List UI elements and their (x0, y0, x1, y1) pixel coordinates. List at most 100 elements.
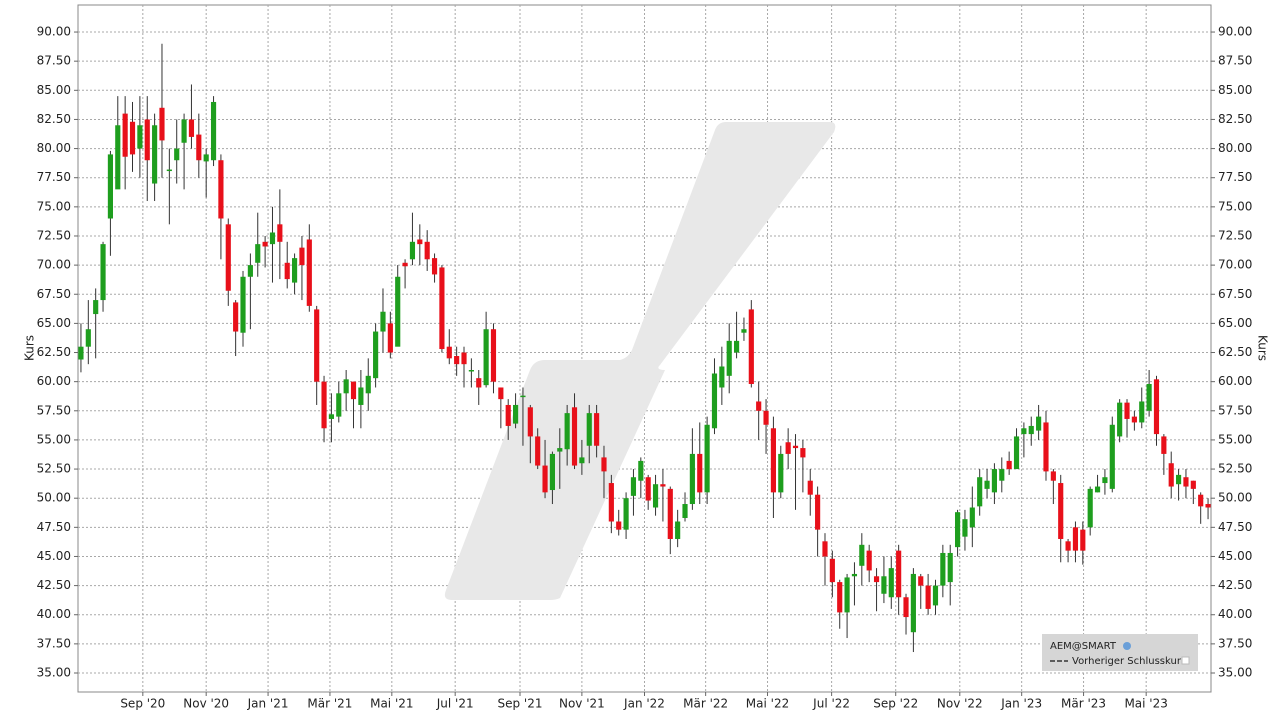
legend-checkbox[interactable] (1181, 656, 1190, 665)
candle-body (1065, 541, 1071, 551)
x-tick-label: Nov '21 (559, 697, 605, 711)
candle-body (977, 477, 983, 507)
y2-tick-label: 40.00 (1218, 607, 1252, 621)
candle-body (579, 457, 585, 464)
candle-body (984, 480, 990, 489)
candle-body (520, 395, 526, 398)
candle-body (660, 484, 666, 487)
candle-body (233, 302, 239, 332)
y-tick-label: 90.00 (37, 25, 71, 39)
candle-body (1028, 425, 1034, 435)
candle-body (741, 329, 747, 333)
candle-body (343, 379, 349, 394)
y2-tick-label: 42.50 (1218, 578, 1252, 592)
candle-body (756, 401, 762, 411)
candle-body (240, 276, 246, 333)
candle-body (306, 239, 312, 306)
candle-body (1146, 383, 1152, 411)
x-tick-label: Mär '23 (1061, 697, 1106, 711)
candle-body (1139, 401, 1145, 423)
candle-body (468, 370, 474, 372)
candle-body (446, 346, 452, 359)
candle-body (513, 404, 519, 424)
x-tick-label: Jan '21 (247, 697, 289, 711)
y2-axis-label: Kurs (1256, 335, 1270, 361)
candle-body (1080, 529, 1086, 551)
candle-body (1161, 436, 1167, 454)
candle-body (955, 512, 961, 548)
candle-body (873, 576, 880, 583)
candle-body (1124, 402, 1130, 419)
y-tick-label: 60.00 (37, 374, 71, 388)
candle-body (542, 465, 548, 493)
x-tick-label: Jul '21 (436, 697, 474, 711)
candle-body (152, 125, 158, 184)
candle-body (601, 457, 607, 472)
y2-tick-label: 62.50 (1218, 345, 1252, 359)
candle-body (1050, 471, 1056, 481)
y-tick-label: 37.50 (37, 636, 71, 650)
candle-body (225, 224, 231, 291)
candle-body (962, 519, 968, 537)
candle-body (196, 134, 202, 161)
candle-body (689, 453, 695, 505)
candle-body (387, 323, 393, 353)
y-tick-label: 40.00 (37, 607, 71, 621)
candle-body (1006, 460, 1012, 470)
candle-body (1043, 422, 1049, 472)
candle-body (1094, 486, 1101, 493)
y2-tick-label: 70.00 (1218, 258, 1252, 272)
candle-body (837, 582, 843, 613)
y2-tick-label: 47.50 (1218, 520, 1252, 534)
candle-body (1021, 428, 1027, 435)
candle-body (431, 258, 438, 275)
y-tick-label: 85.00 (37, 83, 71, 97)
y-tick-label: 50.00 (37, 491, 71, 505)
candle-body (350, 381, 357, 400)
candle-body (1153, 379, 1160, 435)
candle-body (1036, 416, 1042, 431)
candle-body (616, 521, 622, 530)
candle-body (844, 577, 850, 613)
x-tick-label: Sep '21 (498, 697, 543, 711)
candle-body (122, 113, 128, 157)
candle-body (748, 309, 754, 384)
y-tick-label: 87.50 (37, 54, 71, 68)
x-tick-label: Mär '22 (683, 697, 728, 711)
candle-body (144, 119, 150, 161)
y2-tick-label: 75.00 (1218, 199, 1252, 213)
candle-body (255, 244, 261, 263)
candle-body (328, 414, 334, 419)
candle-body (505, 404, 511, 426)
candle-body (586, 413, 592, 446)
candle-body (630, 477, 637, 496)
y-tick-label: 70.00 (37, 258, 71, 272)
y-tick-label: 62.50 (37, 345, 71, 359)
candle-body (1183, 477, 1189, 487)
candle-body (100, 244, 106, 301)
y2-tick-label: 90.00 (1218, 25, 1252, 39)
candle-body (947, 552, 953, 583)
y-tick-label: 55.00 (37, 432, 71, 446)
candle-body (85, 329, 91, 347)
candle-body (137, 125, 143, 149)
candle-body (490, 329, 497, 382)
candle-body (402, 262, 408, 267)
candle-body (711, 373, 718, 429)
x-tick-label: Jan '22 (623, 697, 665, 711)
x-tick-label: Nov '22 (937, 697, 983, 711)
candle-body (969, 507, 975, 528)
y2-tick-label: 45.00 (1218, 549, 1252, 563)
candle-body (527, 407, 533, 437)
candle-body (557, 448, 563, 452)
candle-body (439, 267, 445, 350)
candle-body (166, 169, 172, 172)
candle-body (498, 387, 504, 400)
y-tick-label: 72.50 (37, 228, 71, 242)
candle-body (336, 393, 342, 417)
candle-body (1205, 504, 1211, 508)
y2-tick-label: 72.50 (1218, 228, 1252, 242)
candle-body (188, 119, 195, 137)
legend-box (1042, 634, 1198, 671)
